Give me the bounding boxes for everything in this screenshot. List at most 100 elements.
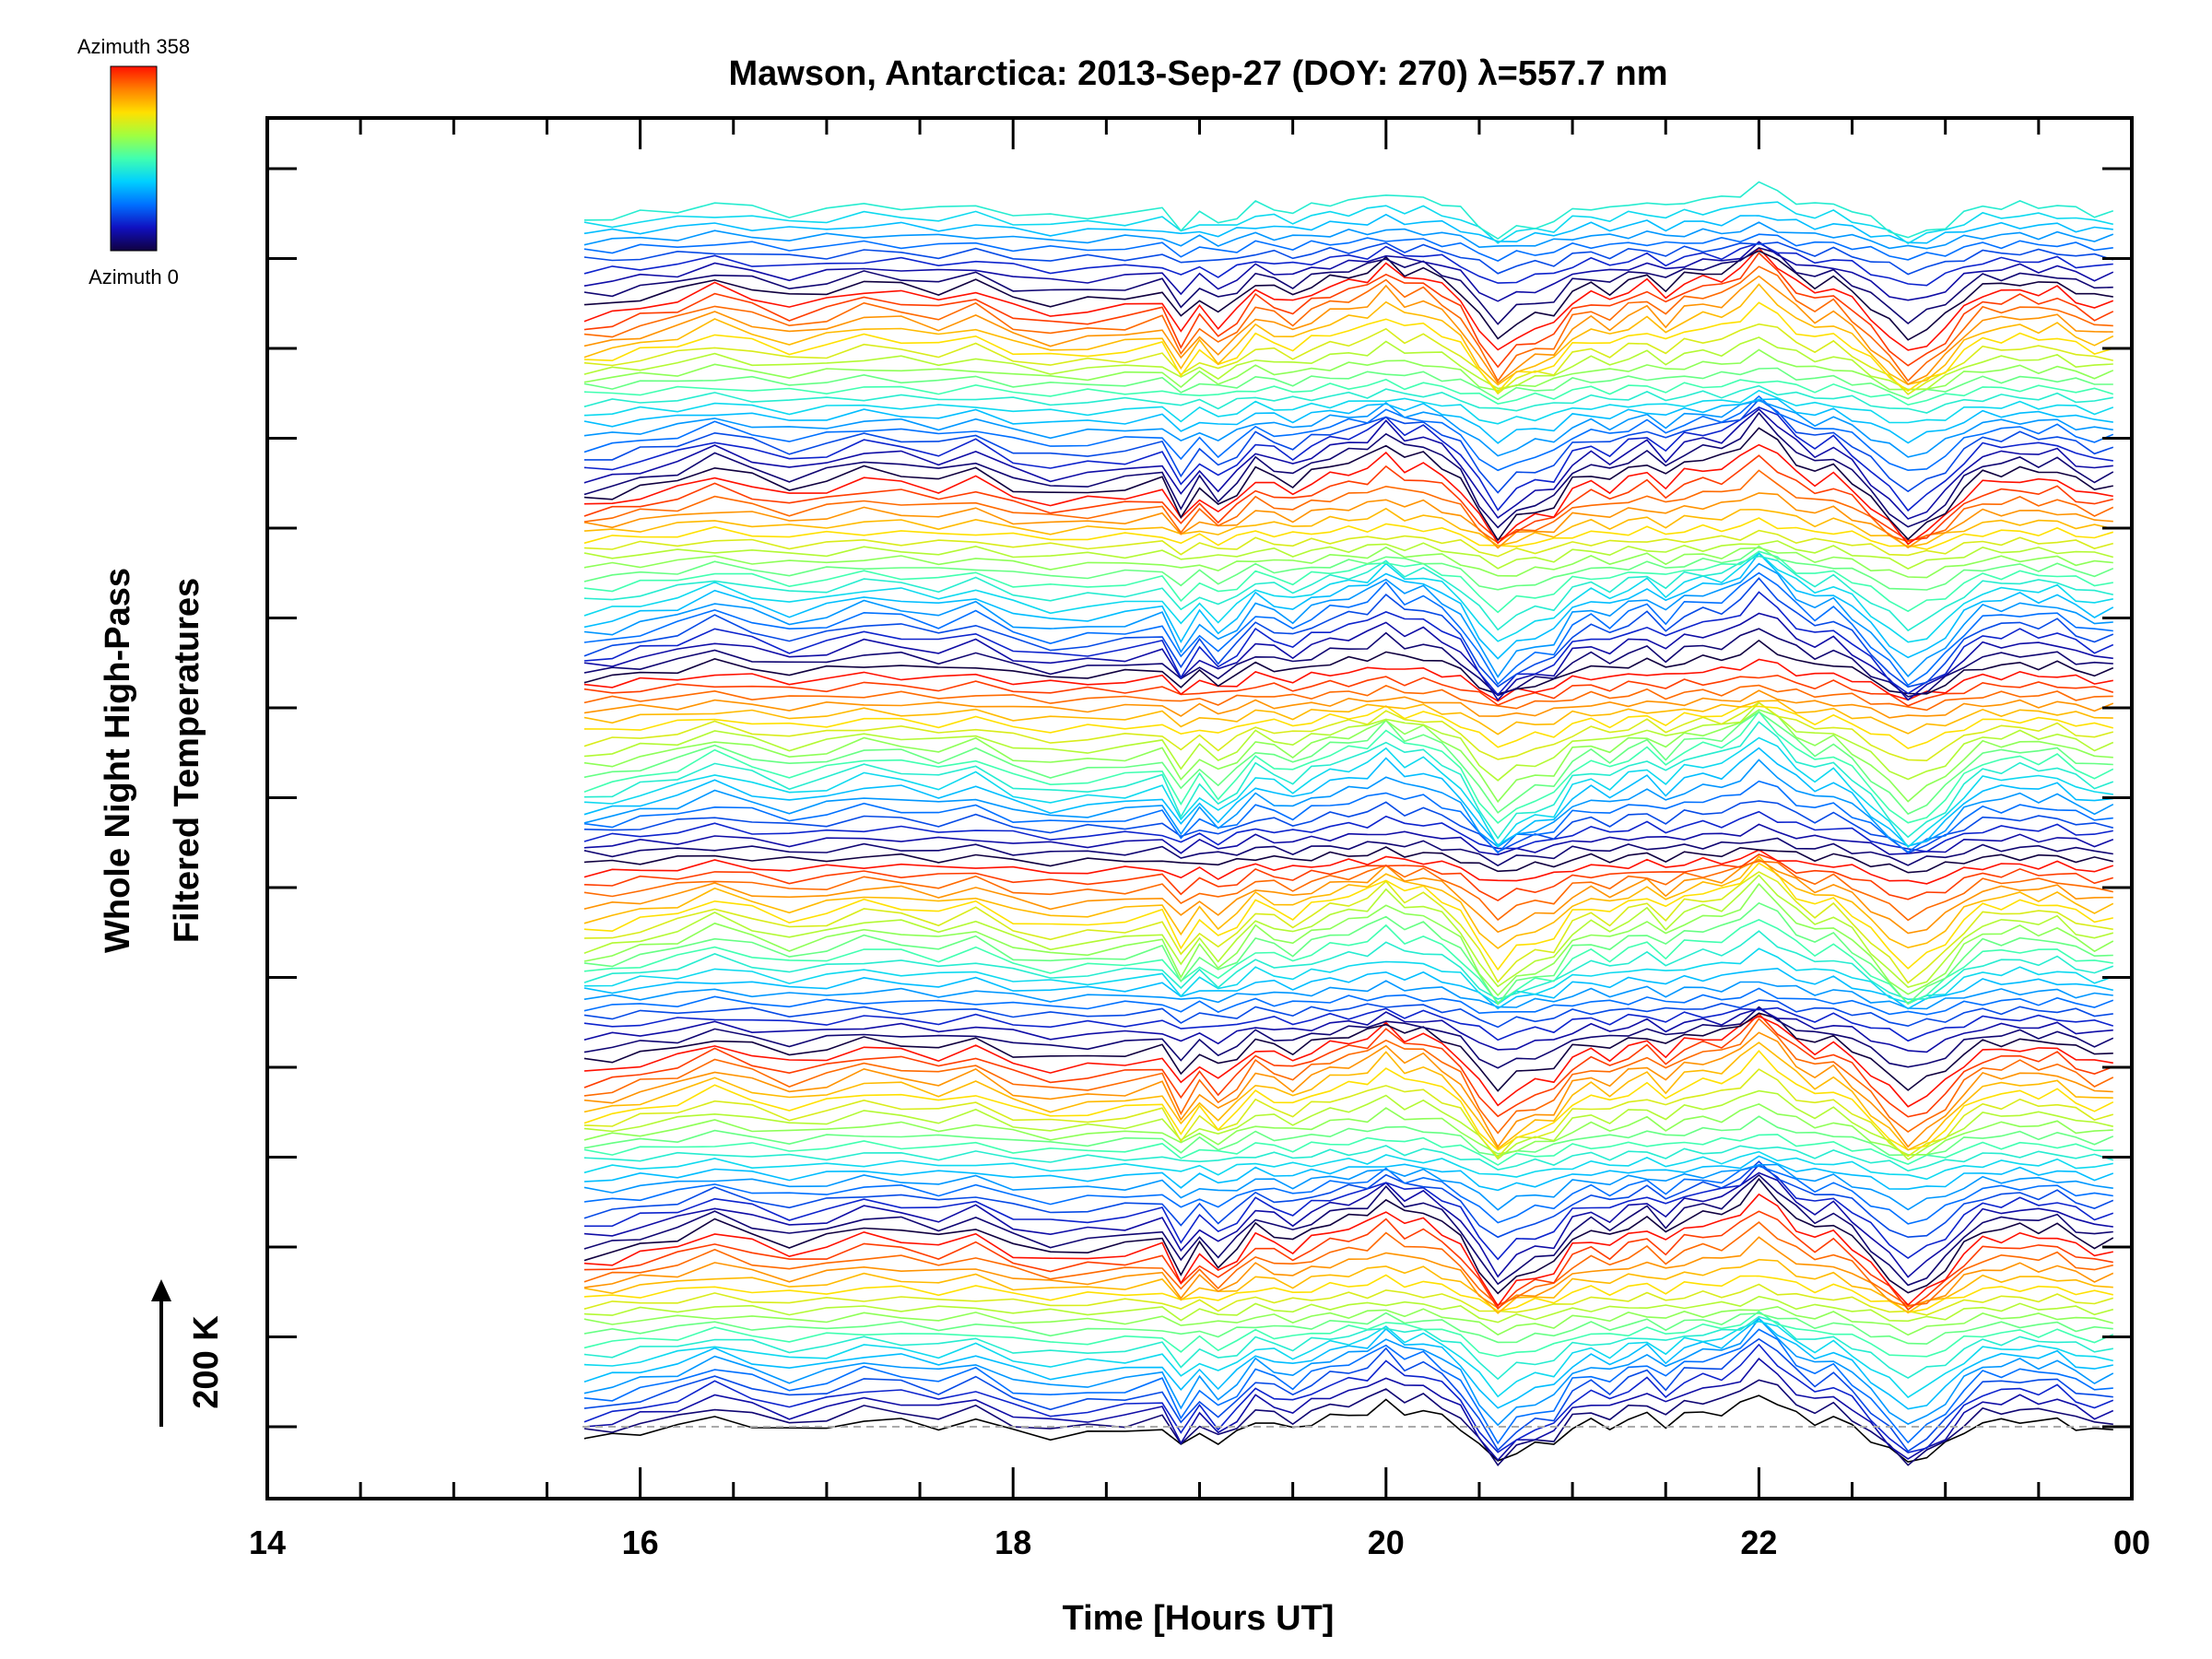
series-line-45 [583,1006,2114,1042]
y-axis-label-line2: Filtered Temperatures [168,578,206,943]
series-line-98 [583,529,2114,558]
series-line-8 [583,1320,2113,1399]
series-line-18 [583,1221,2113,1307]
series-line-44 [583,1007,2113,1053]
series-line-61 [583,853,2114,902]
series-line-95 [583,545,2114,591]
series-line-134 [583,201,2113,244]
series-line-77 [583,701,2114,762]
series-line-15 [583,1274,2113,1313]
series-line-19 [583,1210,2113,1311]
series-line-117 [583,348,2114,392]
series-line-126 [583,250,2113,341]
series-line-13 [583,1295,2114,1324]
series-line-100 [583,507,2113,548]
series-line-112 [583,398,2113,444]
series-line-120 [583,301,2114,394]
series-line-57 [583,862,2113,971]
series-line-73 [583,710,2114,824]
series-group [583,181,2114,1466]
series-line-78 [583,705,2114,749]
x-tick-labels: 14 16 18 20 22 00 [249,1524,2150,1561]
series-line-72 [583,721,2114,840]
series-line-101 [583,492,2113,549]
series-line-83 [583,658,2113,702]
series-line-21 [583,1177,2114,1295]
series-line-127 [583,247,2113,325]
series-line-76 [583,701,2114,782]
series-line-92 [583,551,2113,643]
series-line-67 [583,800,2114,854]
series-line-87 [583,591,2114,697]
series-line-96 [583,546,2113,579]
series-line-24 [583,1163,2114,1261]
series-line-11 [583,1312,2113,1345]
series-line-74 [583,711,2113,816]
scale-bar-label: 200 K [187,1315,226,1409]
series-line-27 [583,1163,2113,1211]
series-line-55 [583,874,2114,988]
series-line-107 [583,407,2113,520]
series-line-50 [583,947,2114,1006]
scale-bar: 200 K [151,1279,226,1427]
x-axis-label: Time [Hours UT] [1063,1599,1335,1638]
series-line-46 [583,999,2113,1029]
series-line-75 [583,709,2113,804]
series-line-79 [583,700,2113,735]
series-line-131 [583,233,2113,262]
series-line-43 [583,1006,2114,1069]
series-line-123 [583,265,2113,382]
series-line-109 [583,398,2114,494]
series-line-121 [583,283,2114,386]
axis-ticks [265,118,2134,1499]
series-line-30 [583,1145,2114,1172]
series-line-81 [583,684,2113,712]
scale-bar-arrowhead [151,1279,171,1301]
series-line-62 [583,849,2114,885]
colorbar-top-label: Azimuth 358 [77,35,190,58]
series-line-124 [583,252,2114,369]
chart-title: Mawson, Antarctica: 2013-Sep-27 (DOY: 27… [728,54,1667,93]
series-line-94 [583,550,2113,614]
series-line-106 [583,411,2114,529]
series-line-12 [583,1305,2114,1336]
x-tick-label: 22 [1740,1524,1777,1561]
series-line-26 [583,1165,2113,1225]
series-line-122 [583,275,2113,385]
series-line-125 [583,247,2114,351]
series-line-51 [583,930,2114,1001]
series-line-103 [583,454,2113,542]
series-line-39 [583,1018,2114,1135]
series-line-3 [583,1343,2114,1453]
series-line-82 [583,674,2114,707]
series-line-68 [583,780,2113,854]
series-line-53 [583,901,2113,1006]
series-line-116 [583,367,2113,401]
series-line-42 [583,1012,2113,1092]
series-line-36 [583,1049,2114,1151]
series-line-16 [583,1258,2113,1314]
series-line-4 [583,1337,2113,1453]
x-tick-label: 14 [249,1524,286,1561]
series-line-86 [583,612,2113,701]
colorbar-gradient [110,65,158,252]
series-line-56 [583,871,2113,984]
x-tick-label: 00 [2113,1524,2150,1561]
series-line-104 [583,443,2113,546]
series-line-23 [583,1171,2113,1278]
y-axis-label-line1: Whole Night High-Pass [99,568,137,953]
series-line-49 [583,967,2113,1010]
series-line-135 [583,181,2114,241]
series-line-10 [583,1311,2114,1358]
series-line-88 [583,577,2114,688]
series-line-9 [583,1315,2113,1381]
series-line-128 [583,241,2114,302]
colorbar-bottom-label: Azimuth 0 [88,265,179,288]
x-tick-label: 16 [622,1524,659,1561]
x-tick-label: 20 [1368,1524,1405,1561]
series-line-115 [583,378,2114,406]
series-line-6 [583,1317,2114,1427]
series-line-91 [583,552,2114,660]
colorbar: Azimuth 358 Azimuth 0 [77,35,190,288]
